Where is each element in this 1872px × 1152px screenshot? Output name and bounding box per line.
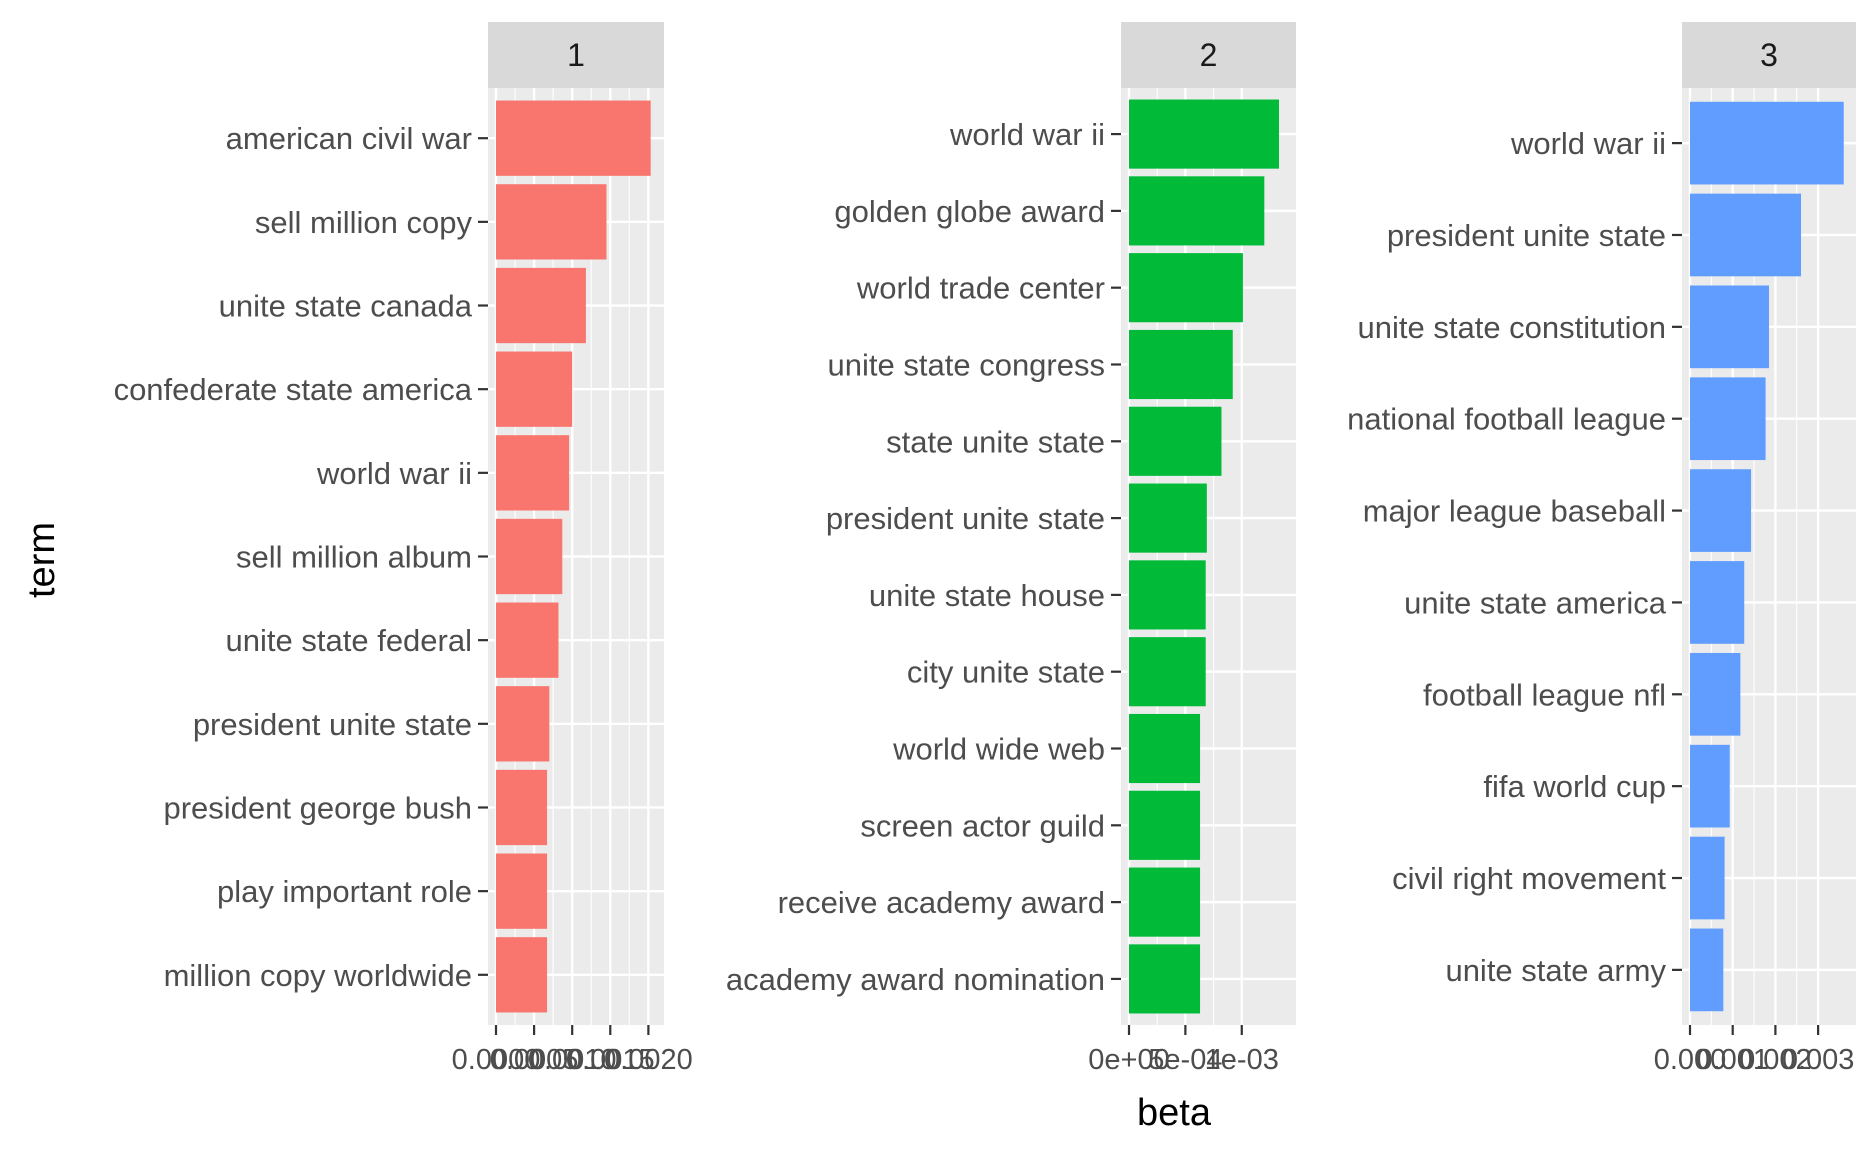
bar: [1129, 944, 1201, 1014]
category-label: american civil war: [226, 121, 472, 156]
category-label: unite state canada: [219, 289, 473, 324]
x-tick-label: 0.0010: [528, 1044, 617, 1076]
x-tick-label: 5e-04: [1148, 1044, 1222, 1076]
x-tick-label: 0.002: [1739, 1044, 1812, 1076]
bar: [496, 518, 563, 595]
facet-strip: [1682, 22, 1856, 88]
x-tick-label: 1e-03: [1205, 1044, 1279, 1076]
bar: [1690, 744, 1730, 828]
category-label: screen actor guild: [860, 808, 1105, 843]
category-label: confederate state america: [114, 372, 473, 407]
bar: [1129, 713, 1201, 784]
category-label: unite state house: [869, 578, 1105, 613]
category-label: unite state congress: [828, 347, 1105, 382]
bar: [1129, 483, 1207, 553]
bar: [1129, 253, 1243, 323]
bar: [1129, 867, 1201, 937]
x-tick-label: 0.003: [1782, 1044, 1855, 1076]
y-axis-title: term: [21, 522, 63, 598]
x-tick-label: 0.0015: [566, 1044, 655, 1076]
category-label: major league baseball: [1363, 494, 1666, 529]
category-label: world war ii: [949, 117, 1105, 152]
category-label: sell million album: [236, 540, 472, 575]
category-label: unite state america: [1404, 585, 1667, 620]
bar: [1129, 790, 1201, 860]
bar: [496, 686, 550, 762]
bar: [496, 184, 607, 260]
bar: [496, 100, 651, 176]
bar: [496, 435, 570, 511]
bar: [1129, 637, 1206, 707]
bar: [1690, 561, 1745, 644]
category-label: unite state constitution: [1358, 310, 1666, 345]
bar: [1690, 285, 1769, 369]
category-label: president unite state: [193, 707, 472, 742]
category-label: football league nfl: [1423, 677, 1666, 712]
category-label: sell million copy: [255, 205, 473, 240]
bar: [1690, 193, 1802, 277]
category-label: president unite state: [826, 501, 1105, 536]
category-label: academy award nomination: [726, 962, 1105, 997]
bar: [496, 853, 548, 929]
x-tick-label: 0.001: [1696, 1044, 1769, 1076]
facet-strip-label: 3: [1760, 37, 1778, 73]
bar: [1690, 469, 1752, 552]
category-label: world trade center: [856, 271, 1105, 306]
category-label: world wide web: [892, 732, 1105, 767]
category-label: million copy worldwide: [164, 958, 472, 993]
bar: [1129, 329, 1233, 400]
bar: [1690, 928, 1724, 1012]
bar: [1129, 176, 1265, 246]
facet-panel-3: 3 world war ii president unite state unite …: [1347, 22, 1856, 1076]
facet-strip: [1121, 22, 1296, 88]
category-label: world war ii: [1510, 126, 1666, 161]
category-label: golden globe award: [834, 194, 1105, 229]
category-label: play important role: [217, 874, 472, 909]
category-label: national football league: [1347, 402, 1666, 437]
facet-strip: [488, 22, 664, 88]
bar: [496, 267, 586, 344]
category-label: unite state army: [1445, 953, 1666, 988]
category-label: city unite state: [907, 655, 1105, 690]
bar: [1690, 377, 1766, 461]
bar: [496, 351, 573, 427]
category-label: fifa world cup: [1483, 769, 1666, 804]
facet-panels: 1 american civil war sell million copy unit…: [114, 22, 1856, 1076]
x-tick-label: 0.0020: [604, 1044, 693, 1076]
bar: [1129, 560, 1206, 630]
facet-strip-label: 1: [567, 37, 585, 73]
bar: [1129, 99, 1279, 169]
x-axis-title: beta: [1137, 1092, 1212, 1134]
facet-panel-2: 2 world war ii golden globe award world tra…: [726, 22, 1296, 1076]
facet-strip-label: 2: [1200, 37, 1218, 73]
facet-panel-1: 1 american civil war sell million copy unit…: [114, 22, 693, 1076]
x-tick-label: 0.0005: [490, 1044, 579, 1076]
category-label: world war ii: [316, 456, 472, 491]
bar: [496, 769, 548, 846]
bar: [1690, 836, 1725, 920]
category-label: state unite state: [886, 424, 1105, 459]
bar: [1690, 652, 1741, 736]
x-tick-label: 0.000: [1654, 1044, 1727, 1076]
bar: [1690, 101, 1844, 185]
bar: [1129, 406, 1222, 476]
category-label: civil right movement: [1392, 861, 1666, 896]
bar: [496, 937, 548, 1013]
category-label: president george bush: [163, 790, 472, 825]
category-label: president unite state: [1387, 218, 1666, 253]
category-label: receive academy award: [778, 885, 1105, 920]
x-tick-label: 0e+00: [1088, 1044, 1169, 1076]
category-label: unite state federal: [226, 623, 472, 658]
bar: [496, 602, 559, 678]
x-tick-label: 0.0000: [452, 1044, 541, 1076]
